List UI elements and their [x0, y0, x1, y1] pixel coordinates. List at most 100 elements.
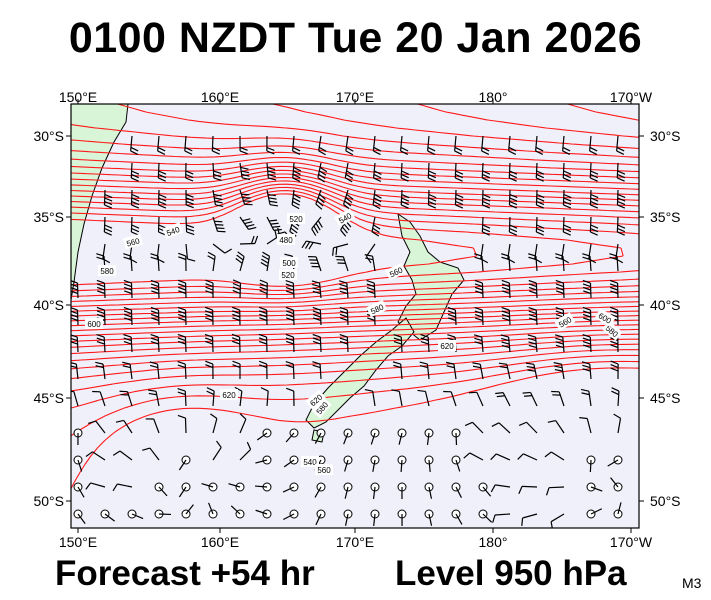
barb-feather	[207, 255, 215, 261]
barb-feather	[292, 173, 301, 179]
wind-barb	[285, 306, 295, 326]
barb-feather	[237, 251, 245, 258]
barb-feather	[496, 395, 505, 398]
barb-feather	[131, 193, 140, 199]
wind-barb	[451, 482, 462, 498]
barb-feather	[85, 451, 93, 458]
barb-feather	[254, 235, 259, 244]
wind-barb	[501, 253, 511, 272]
barb-feather	[224, 248, 233, 254]
wind-barb	[315, 189, 326, 210]
wind-barb	[525, 362, 538, 380]
wind-barb	[157, 162, 167, 182]
barb-feather	[285, 313, 294, 318]
barb-shaft	[185, 504, 194, 515]
barb-feather	[371, 231, 380, 237]
barb-feather	[232, 313, 241, 318]
barb-feather	[501, 283, 510, 288]
barb-feather	[554, 365, 563, 369]
barb-feather	[104, 193, 113, 199]
wind-barb	[204, 306, 214, 326]
barb-feather	[420, 334, 429, 338]
barb-shaft	[157, 255, 160, 272]
barb-feather	[555, 337, 564, 342]
barb-feather	[312, 337, 321, 342]
barb-feather	[372, 227, 380, 234]
barb-feather	[392, 361, 401, 365]
barb-shaft	[550, 513, 565, 523]
contour-label-bg	[311, 397, 332, 419]
barb-feather	[131, 197, 140, 202]
contour-label-text: 520	[281, 271, 295, 280]
barb-shaft	[372, 391, 376, 407]
wind-barb	[210, 413, 218, 434]
contour-label-bg	[279, 269, 297, 280]
barb-feather	[261, 258, 269, 264]
barb-feather	[158, 173, 167, 179]
wind-barb	[150, 333, 160, 353]
barb-shaft	[371, 256, 376, 272]
barb-shaft	[130, 216, 133, 233]
barb-feather	[617, 197, 626, 202]
barb-shaft	[77, 513, 86, 524]
barb-feather	[293, 166, 302, 172]
barb-feather	[420, 337, 429, 342]
barb-feather	[490, 484, 496, 493]
wind-barb	[417, 389, 430, 407]
barb-shaft	[282, 486, 295, 493]
barb-shaft	[454, 189, 457, 206]
barb-shaft	[292, 336, 295, 353]
barb-feather	[177, 364, 186, 369]
barb-shaft	[102, 364, 106, 380]
barb-feather	[290, 227, 298, 234]
barb-feather	[123, 337, 132, 342]
barb-shaft	[607, 459, 619, 467]
barb-shaft	[254, 485, 268, 488]
barb-feather	[312, 340, 321, 345]
left-lat-label: 40°S	[33, 297, 64, 313]
barb-shaft	[266, 256, 271, 272]
barb-feather	[589, 146, 598, 152]
wind-barb	[451, 428, 461, 446]
top-lon-label: 170°E	[336, 89, 374, 105]
barb-feather	[339, 287, 348, 291]
wind-barb	[586, 455, 596, 473]
barb-feather	[185, 193, 194, 198]
barb-feather	[482, 173, 491, 179]
barb-shaft	[318, 135, 322, 151]
barb-shaft	[455, 486, 462, 498]
barb-feather	[149, 364, 159, 369]
wind-barb	[527, 334, 538, 353]
barb-feather	[455, 197, 464, 202]
barb-feather	[177, 391, 186, 396]
barb-feather	[463, 452, 471, 459]
barb-feather	[582, 286, 591, 291]
right-lat-label: 40°S	[650, 297, 681, 313]
wind-barb	[88, 420, 106, 434]
barb-feather	[285, 286, 294, 291]
barb-feather	[528, 286, 537, 291]
barb-feather	[259, 313, 268, 318]
barb-feather	[472, 365, 482, 369]
barb-shaft	[371, 216, 376, 232]
barb-shaft	[157, 336, 160, 353]
barb-shaft	[372, 189, 376, 205]
barb-shaft	[343, 432, 349, 445]
barb-shaft	[616, 135, 619, 151]
wind-barb	[397, 428, 407, 445]
barb-shaft	[530, 392, 538, 407]
barb-feather	[446, 365, 455, 369]
wind-barb	[490, 453, 511, 461]
contour-label-text: 540	[165, 225, 181, 238]
wind-barb	[311, 280, 322, 299]
barb-feather	[317, 177, 325, 183]
barb-feather	[268, 177, 277, 181]
barb-feather	[555, 310, 564, 315]
contour-label-text: 540	[303, 458, 317, 467]
barb-feather	[373, 170, 382, 176]
contour-label-text: 620	[440, 342, 454, 351]
barb-feather	[555, 286, 564, 291]
barb-feather	[582, 256, 591, 261]
barb-shaft	[92, 451, 106, 461]
